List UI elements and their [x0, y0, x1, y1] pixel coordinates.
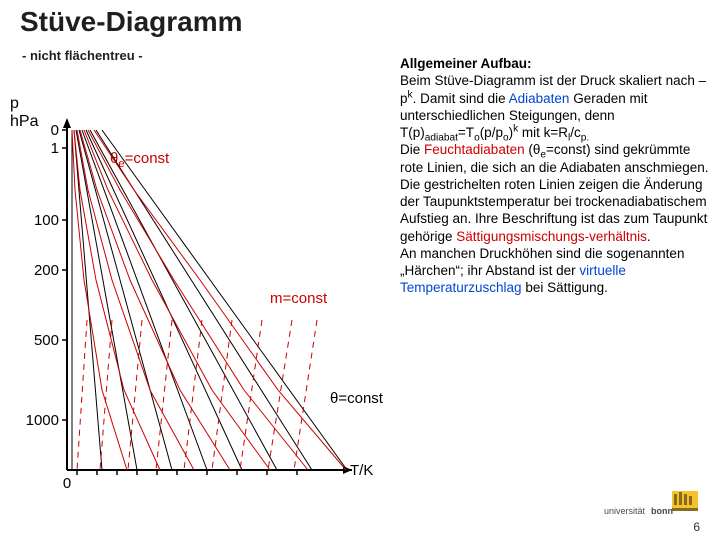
university-bonn-logo: universität bonn [604, 490, 702, 518]
page-title: Stüve-Diagramm [20, 6, 243, 38]
svg-text:0: 0 [51, 122, 59, 139]
svg-text:100: 100 [34, 212, 59, 229]
svg-text:bonn: bonn [651, 506, 673, 516]
page-number: 6 [693, 520, 700, 534]
description-text: Allgemeiner Aufbau:Beim Stüve-Diagramm i… [400, 55, 716, 297]
svg-text:200: 200 [34, 262, 59, 279]
svg-text:1: 1 [51, 140, 59, 157]
svg-text:universität: universität [604, 506, 646, 516]
stuve-diagram: 0110020050010000 [12, 90, 382, 490]
page-subtitle: - nicht flächentreu - [22, 48, 143, 63]
svg-text:0: 0 [63, 475, 71, 492]
svg-text:500: 500 [34, 332, 59, 349]
svg-text:1000: 1000 [26, 412, 59, 429]
